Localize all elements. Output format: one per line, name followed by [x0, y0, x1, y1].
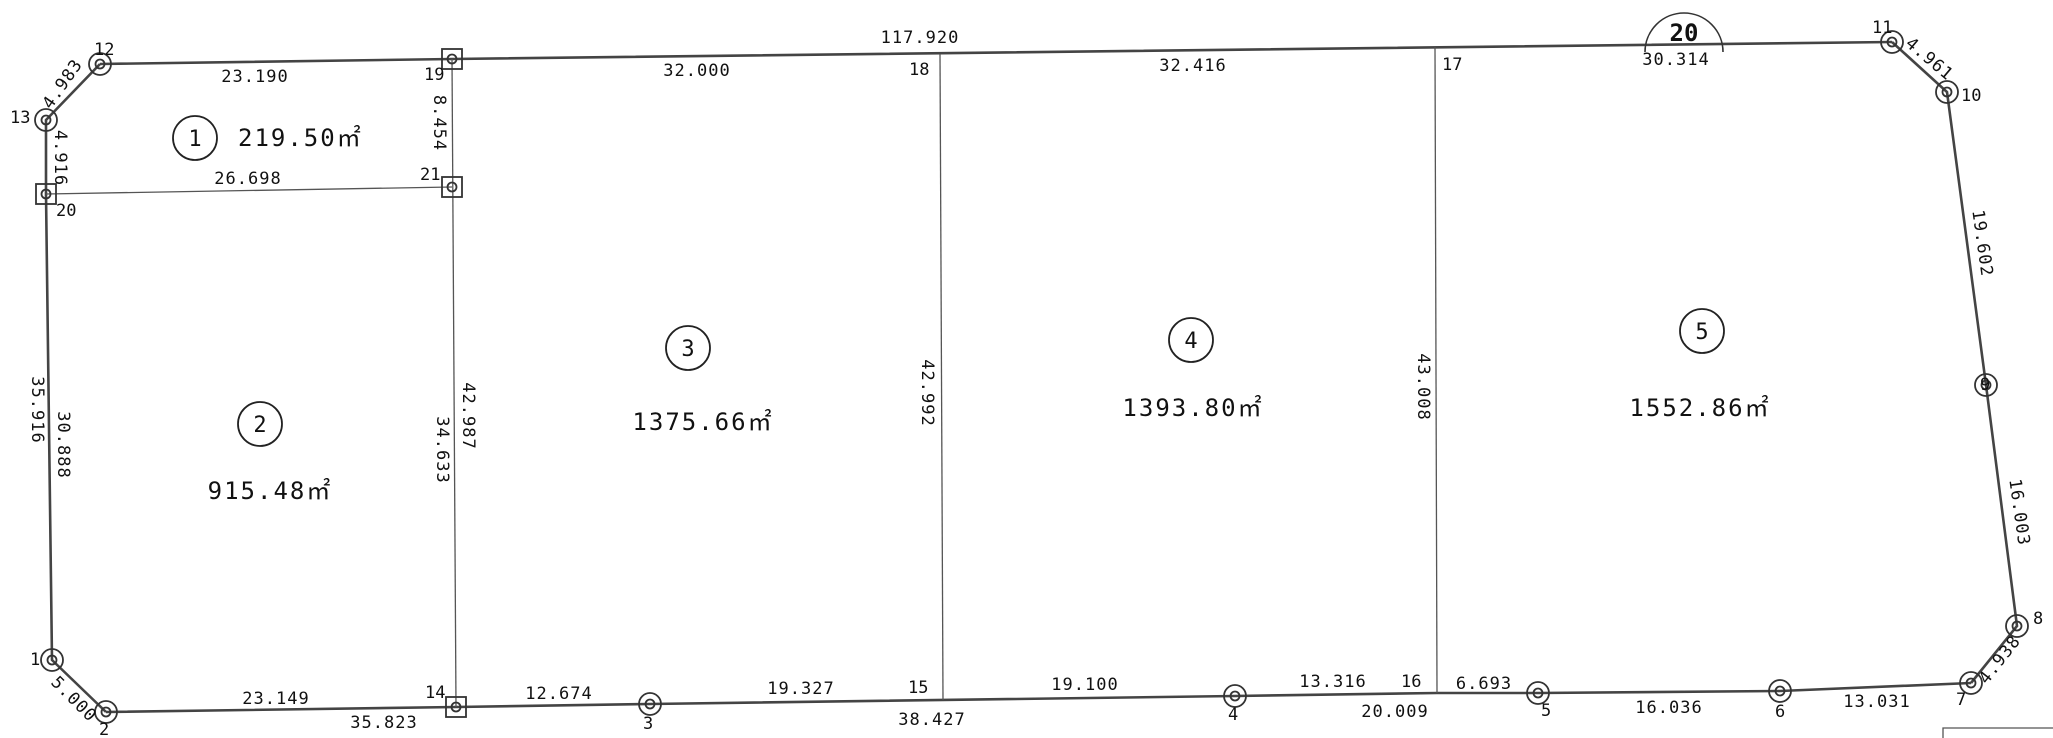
dim-bot-3-14: 12.674 [525, 684, 592, 704]
title-block-corner [1942, 727, 2053, 738]
division-line-19-14 [451, 58, 457, 708]
sheet-number-badge [1644, 12, 1724, 53]
point-11-marker [1880, 30, 1904, 54]
point-label-15: 15 [908, 678, 928, 698]
point-label-9: 9 [1980, 375, 1990, 395]
point-9-marker [1974, 373, 1998, 397]
sheet-number: 20 [1670, 19, 1699, 47]
point-label-12: 12 [94, 40, 114, 60]
point-20-marker [35, 183, 57, 205]
dim-bot-6-5: 16.036 [1635, 698, 1702, 718]
point-label-3: 3 [643, 714, 653, 734]
point-label-14: 14 [425, 683, 445, 703]
dim-line-17-16: 43.008 [1413, 353, 1433, 420]
lot-2-circle [237, 401, 283, 447]
dim-left-1-13: 35.916 [27, 376, 47, 443]
point-3-marker [638, 692, 662, 716]
point-12-marker [88, 52, 112, 76]
dim-top-17-11: 30.314 [1642, 50, 1709, 70]
dim-bot-15-5: 20.009 [1361, 702, 1428, 722]
lot-2-area: 915.48㎡ [208, 477, 333, 505]
dim-top-19-18: 32.000 [663, 61, 730, 81]
boundary-bottom-line [105, 681, 1972, 714]
dim-seg-8-7: 4.938 [1975, 632, 2025, 689]
dim-bot-2-3: 35.823 [350, 713, 417, 733]
point-14-marker [445, 696, 467, 718]
division-line-20-21 [45, 186, 453, 195]
lot-4-area: 1393.80㎡ [1122, 394, 1263, 422]
dim-seg-9-8: 16.003 [2004, 478, 2033, 548]
point-label-20: 20 [56, 201, 76, 221]
division-line-18-15 [939, 53, 944, 701]
point-label-18: 18 [909, 60, 929, 80]
dim-overall-top: 117.920 [881, 28, 960, 48]
lot-1-circle [172, 115, 218, 161]
dim-seg-13-20: 4.916 [50, 130, 70, 186]
point-8-marker [2005, 614, 2029, 638]
point-label-10: 10 [1961, 86, 1981, 106]
dim-line-20-21: 26.698 [214, 169, 281, 189]
dim-bot-14-2: 23.149 [242, 689, 309, 709]
dim-bot-15-3: 19.327 [767, 679, 834, 699]
dim-top-12-19: 23.190 [221, 67, 288, 87]
point-label-17: 17 [1442, 55, 1462, 75]
dim-line-19-14: 42.987 [458, 382, 478, 449]
lot-5-area: 1552.86㎡ [1629, 394, 1770, 422]
lot-4-circle [1168, 317, 1214, 363]
lot-3-circle [665, 325, 711, 371]
lot-1-area: 219.50㎡ [238, 124, 363, 152]
dim-bot-16-4: 13.316 [1299, 672, 1366, 692]
point-21-marker [441, 176, 463, 198]
point-label-8: 8 [2033, 609, 2043, 629]
dim-line-18-15: 42.992 [917, 359, 937, 426]
point-4-marker [1223, 684, 1247, 708]
lot-2-number: 2 [253, 413, 266, 438]
dim-bot-7-6: 13.031 [1843, 692, 1910, 712]
lot-5-number: 5 [1695, 320, 1708, 345]
point-2-marker [94, 700, 118, 724]
point-19-marker [441, 48, 463, 70]
dim-bot-4-15: 19.100 [1051, 675, 1118, 695]
point-1-marker [40, 648, 64, 672]
lot-3-number: 3 [681, 337, 694, 362]
point-label-7: 7 [1956, 690, 1966, 710]
point-6-marker [1768, 679, 1792, 703]
point-7-marker [1959, 671, 1983, 695]
point-10-marker [1935, 80, 1959, 104]
point-label-6: 6 [1775, 702, 1785, 722]
dim-line-19-21: 8.454 [429, 95, 449, 151]
point-label-13: 13 [10, 108, 30, 128]
point-label-1: 1 [30, 650, 40, 670]
lot-1-number: 1 [188, 127, 201, 152]
boundary-right-line [1891, 41, 2019, 684]
dim-bot-14-4: 38.427 [898, 710, 965, 730]
point-label-21: 21 [420, 165, 440, 185]
lot-5-circle [1679, 308, 1725, 354]
boundary-top-line [99, 40, 1893, 66]
point-13-marker [34, 108, 58, 132]
dim-seg-10-9: 19.602 [1967, 209, 1996, 279]
division-line-17-16 [1434, 46, 1438, 694]
survey-point-markers [34, 30, 2029, 724]
dim-line-21-14: 34.633 [432, 416, 452, 483]
point-label-19: 19 [424, 65, 444, 85]
dim-left-1-20: 30.888 [53, 411, 73, 478]
point-label-11: 11 [1872, 18, 1892, 38]
dim-bot-5-16: 6.693 [1456, 674, 1512, 694]
dim-top-18-17: 32.416 [1159, 56, 1226, 76]
point-5-marker [1526, 681, 1550, 705]
point-label-5: 5 [1541, 701, 1551, 721]
point-label-4: 4 [1228, 705, 1238, 725]
point-label-16: 16 [1401, 672, 1421, 692]
point-label-2: 2 [99, 720, 109, 738]
lot-4-number: 4 [1184, 329, 1197, 354]
lot-3-area: 1375.66㎡ [632, 408, 773, 436]
